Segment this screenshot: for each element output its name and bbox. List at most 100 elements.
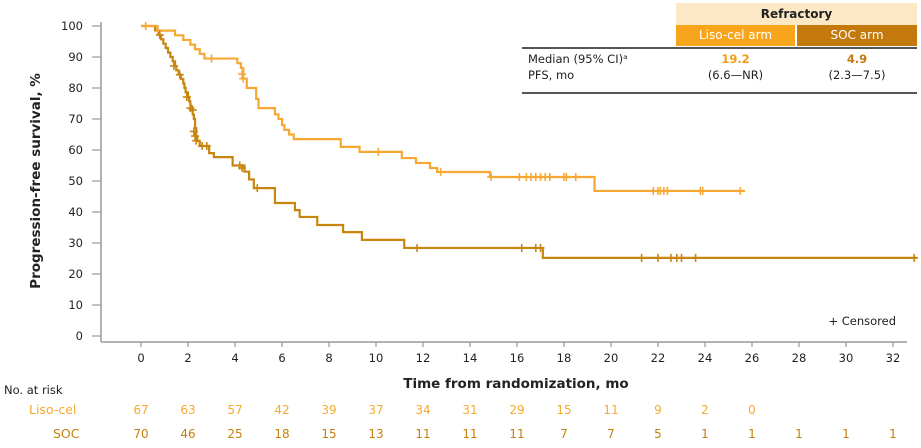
censor-mark — [374, 147, 383, 156]
at-risk-value: 2 — [701, 403, 709, 417]
refractory-header: Refractory — [676, 3, 917, 25]
censor-mark — [698, 186, 707, 195]
censor-mark — [238, 70, 247, 79]
censor-mark — [188, 106, 197, 115]
table-rule-top — [522, 47, 917, 49]
x-tick-label: 12 — [416, 351, 431, 365]
censor-mark — [517, 243, 526, 252]
x-tick-label: 10 — [369, 351, 384, 365]
at-risk-value: 0 — [748, 403, 756, 417]
at-risk-value: 7 — [607, 427, 615, 441]
pfs-mo-label: PFS, mo — [528, 68, 575, 82]
at-risk-value: 29 — [509, 403, 524, 417]
censor-mark — [637, 253, 646, 262]
x-tick-label: 0 — [137, 351, 144, 365]
y-tick-label: 70 — [68, 112, 83, 126]
soc-median-value: 4.9 — [846, 52, 868, 66]
at-risk-value: 1 — [889, 427, 897, 441]
censor-mark — [169, 61, 178, 70]
censor-mark — [545, 172, 554, 181]
at-risk-value: 34 — [415, 403, 430, 417]
liso-median-value: 19.2 — [721, 52, 750, 66]
at-risk-value: 1 — [748, 427, 756, 441]
censor-mark — [253, 184, 262, 193]
x-tick-label: 20 — [604, 351, 619, 365]
censor-mark — [910, 253, 919, 262]
at-risk-value: 31 — [462, 403, 477, 417]
censor-mark — [238, 163, 247, 172]
censor-mark — [654, 253, 662, 262]
at-risk-value: 37 — [368, 403, 383, 417]
at-risk-value: 13 — [368, 427, 383, 441]
censor-mark — [663, 186, 672, 195]
x-tick-label: 32 — [886, 351, 901, 365]
y-tick-label: 80 — [68, 81, 83, 95]
at-risk-value: 1 — [795, 427, 803, 441]
censor-mark — [571, 172, 580, 181]
censor-mark — [192, 136, 201, 145]
censor-mark — [239, 74, 248, 83]
liso-ci-value: (6.6—NR) — [707, 68, 764, 82]
censor-mark — [436, 168, 445, 177]
at-risk-value: 46 — [180, 427, 195, 441]
x-tick-label: 8 — [325, 351, 332, 365]
soc-ci-value: (2.3—7.5) — [828, 68, 886, 82]
x-tick-label: 22 — [651, 351, 666, 365]
at-risk-value: 15 — [321, 427, 336, 441]
at-risk-value: 57 — [227, 403, 242, 417]
y-tick-label: 90 — [68, 50, 83, 64]
at-risk-value: 11 — [462, 427, 477, 441]
liso-cel-arm-header: Liso-cel arm — [676, 25, 795, 46]
at-risk-value: 67 — [133, 403, 148, 417]
median-ci-label: Median (95% CI)ᵃ — [528, 52, 628, 66]
censor-mark — [736, 186, 745, 195]
at-risk-value: 18 — [274, 427, 289, 441]
censor-mark — [562, 172, 571, 181]
at-risk-value: 15 — [556, 403, 571, 417]
curve-liso-cel — [141, 24, 745, 193]
y-tick-label: 10 — [68, 298, 83, 312]
at-risk-value: 1 — [842, 427, 850, 441]
x-tick-label: 28 — [792, 351, 807, 365]
at-risk-row-label: Liso-cel — [29, 402, 76, 417]
at-risk-value: 25 — [227, 427, 242, 441]
censor-mark — [515, 172, 524, 181]
x-tick-label: 4 — [231, 351, 238, 365]
censor-mark — [191, 132, 200, 141]
at-risk-row-label: SOC — [53, 426, 80, 441]
censor-mark — [487, 172, 496, 181]
at-risk-value: 11 — [603, 403, 618, 417]
censor-mark — [182, 92, 191, 101]
x-tick-label: 6 — [278, 351, 285, 365]
censor-mark — [202, 141, 211, 150]
at-risk-value: 70 — [133, 427, 148, 441]
y-tick-label: 30 — [68, 236, 83, 250]
censor-mark — [536, 243, 545, 252]
at-risk-value: 42 — [274, 403, 289, 417]
y-tick-label: 0 — [76, 329, 83, 343]
at-risk-value: 63 — [180, 403, 195, 417]
censor-mark — [207, 54, 216, 63]
y-tick-label: 50 — [68, 174, 83, 188]
censor-mark — [175, 70, 184, 79]
at-risk-value: 5 — [654, 427, 662, 441]
soc-arm-header: SOC arm — [797, 25, 917, 46]
x-tick-label: 16 — [510, 351, 525, 365]
censor-mark — [189, 127, 198, 136]
at-risk-value: 7 — [560, 427, 568, 441]
x-tick-label: 24 — [698, 351, 713, 365]
x-tick-label: 14 — [463, 351, 478, 365]
table-rule-bottom — [522, 92, 917, 94]
censor-mark — [691, 253, 700, 262]
at-risk-title: No. at risk — [4, 383, 63, 397]
censor-marks — [141, 22, 919, 262]
at-risk-value: 11 — [509, 427, 524, 441]
censor-mark — [677, 253, 686, 262]
x-tick-label: 30 — [839, 351, 854, 365]
x-axis-title: Time from randomization, mo — [403, 376, 628, 392]
censor-mark — [155, 30, 164, 39]
at-risk-value: 39 — [321, 403, 336, 417]
